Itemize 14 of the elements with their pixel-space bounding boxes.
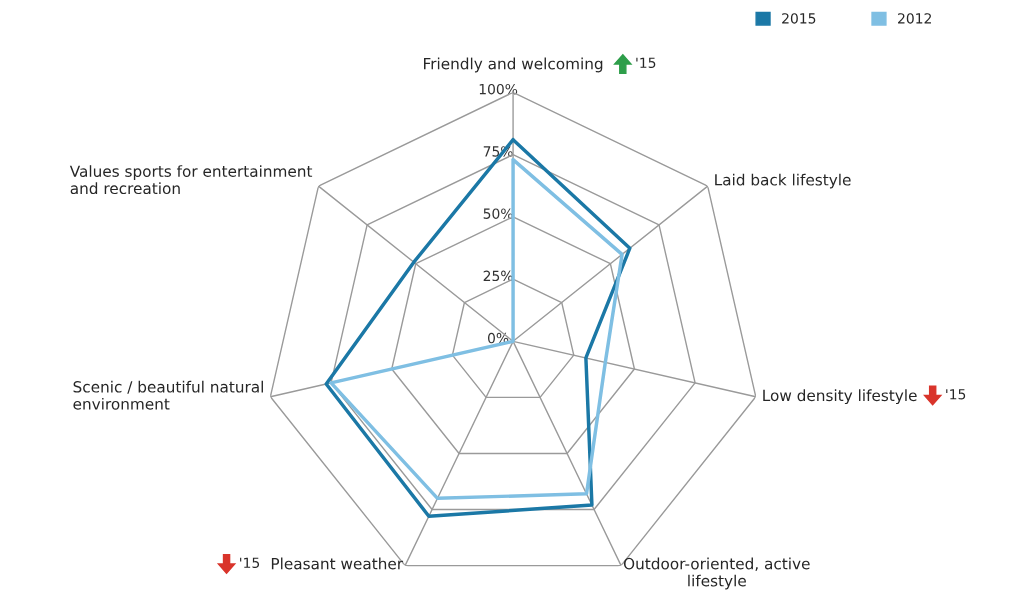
text: '15: [636, 57, 656, 68]
spoke-label: Pleasant weather: [271, 557, 404, 570]
spoke-label: Values sports for entertainment and recreation: [69, 165, 313, 195]
y-tick-label: 25%: [483, 270, 513, 282]
text: '15: [240, 557, 260, 568]
y-tick-label: 100%: [479, 83, 518, 95]
spoke-label: Outdoor-oriented, active lifestyle: [623, 557, 810, 590]
spoke-label: Laid back lifestyle: [715, 173, 851, 189]
spoke-label: Scenic / beautiful natural environment: [73, 380, 263, 410]
spoke-label: Low density lifestyle: [763, 389, 917, 405]
spoke-label: Friendly and welcoming: [424, 57, 603, 73]
legend-label: 2015: [782, 13, 816, 24]
text: '15: [946, 389, 966, 400]
legend-label: 2012: [898, 13, 931, 24]
